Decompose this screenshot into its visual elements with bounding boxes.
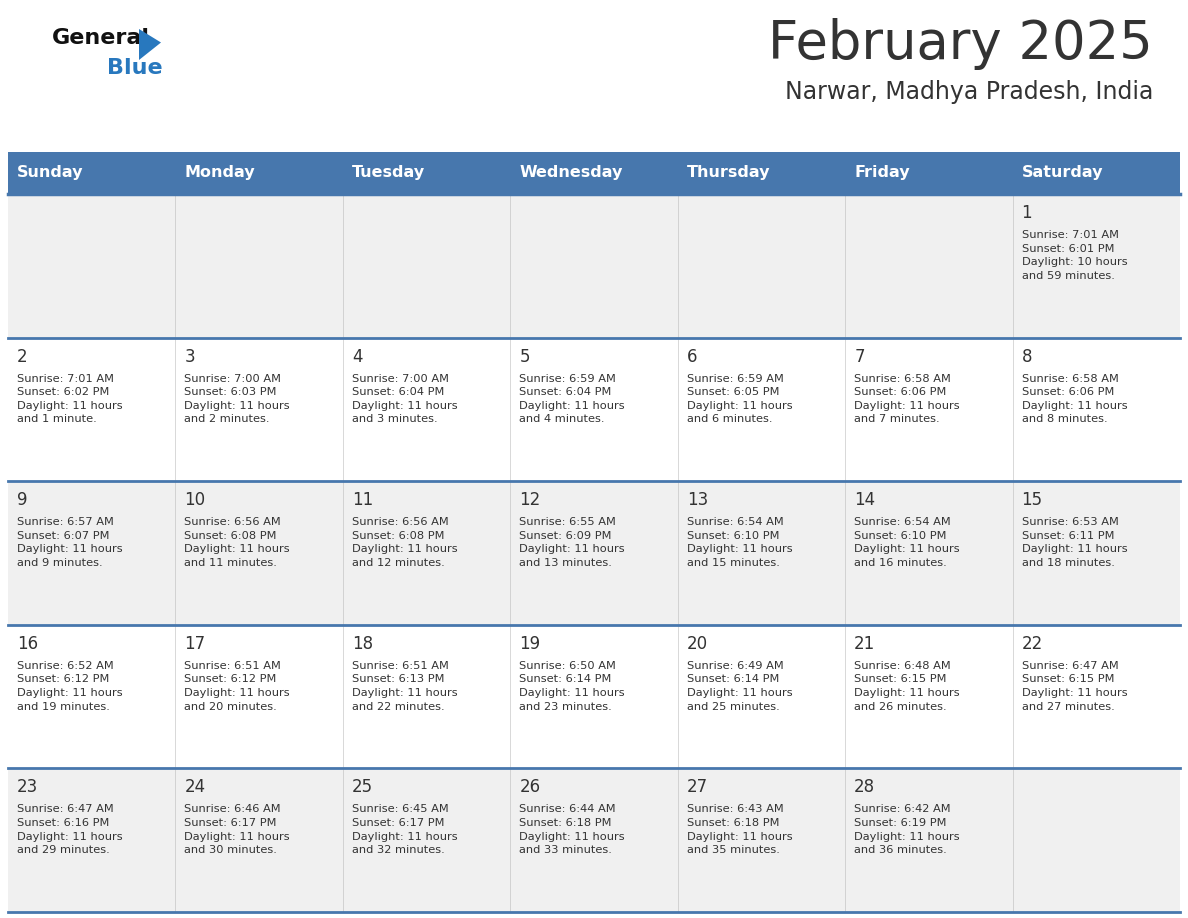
Text: 7: 7 — [854, 348, 865, 365]
Polygon shape — [139, 29, 162, 60]
Bar — [8, 625, 1180, 768]
Text: 18: 18 — [352, 635, 373, 653]
Text: 9: 9 — [17, 491, 27, 509]
Bar — [176, 152, 343, 194]
Text: Monday: Monday — [184, 165, 255, 181]
Text: Tuesday: Tuesday — [352, 165, 425, 181]
Text: General: General — [52, 28, 150, 48]
Text: Sunrise: 6:56 AM
Sunset: 6:08 PM
Daylight: 11 hours
and 12 minutes.: Sunrise: 6:56 AM Sunset: 6:08 PM Dayligh… — [352, 517, 457, 568]
Text: 2: 2 — [17, 348, 27, 365]
Text: Blue: Blue — [107, 58, 163, 78]
Text: Sunrise: 6:59 AM
Sunset: 6:04 PM
Daylight: 11 hours
and 4 minutes.: Sunrise: 6:59 AM Sunset: 6:04 PM Dayligh… — [519, 374, 625, 424]
Text: 6: 6 — [687, 348, 697, 365]
Text: 28: 28 — [854, 778, 876, 797]
Text: 8: 8 — [1022, 348, 1032, 365]
Text: Sunrise: 6:58 AM
Sunset: 6:06 PM
Daylight: 11 hours
and 8 minutes.: Sunrise: 6:58 AM Sunset: 6:06 PM Dayligh… — [1022, 374, 1127, 424]
Text: 26: 26 — [519, 778, 541, 797]
Bar — [677, 152, 845, 194]
Text: Sunrise: 6:52 AM
Sunset: 6:12 PM
Daylight: 11 hours
and 19 minutes.: Sunrise: 6:52 AM Sunset: 6:12 PM Dayligh… — [17, 661, 122, 711]
Bar — [8, 338, 1180, 481]
Text: Sunrise: 6:46 AM
Sunset: 6:17 PM
Daylight: 11 hours
and 30 minutes.: Sunrise: 6:46 AM Sunset: 6:17 PM Dayligh… — [184, 804, 290, 856]
Bar — [8, 194, 1180, 338]
Text: Sunrise: 6:49 AM
Sunset: 6:14 PM
Daylight: 11 hours
and 25 minutes.: Sunrise: 6:49 AM Sunset: 6:14 PM Dayligh… — [687, 661, 792, 711]
Text: Sunrise: 6:53 AM
Sunset: 6:11 PM
Daylight: 11 hours
and 18 minutes.: Sunrise: 6:53 AM Sunset: 6:11 PM Dayligh… — [1022, 517, 1127, 568]
Text: Sunrise: 6:43 AM
Sunset: 6:18 PM
Daylight: 11 hours
and 35 minutes.: Sunrise: 6:43 AM Sunset: 6:18 PM Dayligh… — [687, 804, 792, 856]
Text: 15: 15 — [1022, 491, 1043, 509]
Text: February 2025: February 2025 — [769, 18, 1154, 70]
Text: 24: 24 — [184, 778, 206, 797]
Text: Sunrise: 6:56 AM
Sunset: 6:08 PM
Daylight: 11 hours
and 11 minutes.: Sunrise: 6:56 AM Sunset: 6:08 PM Dayligh… — [184, 517, 290, 568]
Text: Sunrise: 7:01 AM
Sunset: 6:02 PM
Daylight: 11 hours
and 1 minute.: Sunrise: 7:01 AM Sunset: 6:02 PM Dayligh… — [17, 374, 122, 424]
Text: Sunrise: 6:51 AM
Sunset: 6:12 PM
Daylight: 11 hours
and 20 minutes.: Sunrise: 6:51 AM Sunset: 6:12 PM Dayligh… — [184, 661, 290, 711]
Text: 13: 13 — [687, 491, 708, 509]
Text: Sunrise: 6:45 AM
Sunset: 6:17 PM
Daylight: 11 hours
and 32 minutes.: Sunrise: 6:45 AM Sunset: 6:17 PM Dayligh… — [352, 804, 457, 856]
Text: 19: 19 — [519, 635, 541, 653]
Bar — [845, 152, 1012, 194]
Text: Sunrise: 6:58 AM
Sunset: 6:06 PM
Daylight: 11 hours
and 7 minutes.: Sunrise: 6:58 AM Sunset: 6:06 PM Dayligh… — [854, 374, 960, 424]
Bar — [8, 481, 1180, 625]
Text: 1: 1 — [1022, 204, 1032, 222]
Text: Friday: Friday — [854, 165, 910, 181]
Text: Sunrise: 6:55 AM
Sunset: 6:09 PM
Daylight: 11 hours
and 13 minutes.: Sunrise: 6:55 AM Sunset: 6:09 PM Dayligh… — [519, 517, 625, 568]
Text: 20: 20 — [687, 635, 708, 653]
Bar — [8, 152, 176, 194]
Text: Sunrise: 7:00 AM
Sunset: 6:04 PM
Daylight: 11 hours
and 3 minutes.: Sunrise: 7:00 AM Sunset: 6:04 PM Dayligh… — [352, 374, 457, 424]
Text: 16: 16 — [17, 635, 38, 653]
Text: 12: 12 — [519, 491, 541, 509]
Text: 3: 3 — [184, 348, 195, 365]
Text: Sunday: Sunday — [17, 165, 83, 181]
Text: Sunrise: 6:47 AM
Sunset: 6:16 PM
Daylight: 11 hours
and 29 minutes.: Sunrise: 6:47 AM Sunset: 6:16 PM Dayligh… — [17, 804, 122, 856]
Text: Sunrise: 7:00 AM
Sunset: 6:03 PM
Daylight: 11 hours
and 2 minutes.: Sunrise: 7:00 AM Sunset: 6:03 PM Dayligh… — [184, 374, 290, 424]
Text: 14: 14 — [854, 491, 876, 509]
Text: 22: 22 — [1022, 635, 1043, 653]
Text: Wednesday: Wednesday — [519, 165, 623, 181]
Text: Sunrise: 6:47 AM
Sunset: 6:15 PM
Daylight: 11 hours
and 27 minutes.: Sunrise: 6:47 AM Sunset: 6:15 PM Dayligh… — [1022, 661, 1127, 711]
Text: Sunrise: 6:57 AM
Sunset: 6:07 PM
Daylight: 11 hours
and 9 minutes.: Sunrise: 6:57 AM Sunset: 6:07 PM Dayligh… — [17, 517, 122, 568]
Text: Sunrise: 6:51 AM
Sunset: 6:13 PM
Daylight: 11 hours
and 22 minutes.: Sunrise: 6:51 AM Sunset: 6:13 PM Dayligh… — [352, 661, 457, 711]
Text: Sunrise: 6:50 AM
Sunset: 6:14 PM
Daylight: 11 hours
and 23 minutes.: Sunrise: 6:50 AM Sunset: 6:14 PM Dayligh… — [519, 661, 625, 711]
Text: 10: 10 — [184, 491, 206, 509]
Bar — [8, 768, 1180, 912]
Text: 4: 4 — [352, 348, 362, 365]
Bar — [343, 152, 511, 194]
Text: 21: 21 — [854, 635, 876, 653]
Text: Sunrise: 6:59 AM
Sunset: 6:05 PM
Daylight: 11 hours
and 6 minutes.: Sunrise: 6:59 AM Sunset: 6:05 PM Dayligh… — [687, 374, 792, 424]
Text: 5: 5 — [519, 348, 530, 365]
Text: Saturday: Saturday — [1022, 165, 1104, 181]
Text: Sunrise: 6:44 AM
Sunset: 6:18 PM
Daylight: 11 hours
and 33 minutes.: Sunrise: 6:44 AM Sunset: 6:18 PM Dayligh… — [519, 804, 625, 856]
Bar — [511, 152, 677, 194]
Text: Thursday: Thursday — [687, 165, 770, 181]
Text: Sunrise: 6:54 AM
Sunset: 6:10 PM
Daylight: 11 hours
and 15 minutes.: Sunrise: 6:54 AM Sunset: 6:10 PM Dayligh… — [687, 517, 792, 568]
Text: 23: 23 — [17, 778, 38, 797]
Text: 17: 17 — [184, 635, 206, 653]
Text: 11: 11 — [352, 491, 373, 509]
Text: Sunrise: 6:54 AM
Sunset: 6:10 PM
Daylight: 11 hours
and 16 minutes.: Sunrise: 6:54 AM Sunset: 6:10 PM Dayligh… — [854, 517, 960, 568]
Text: Sunrise: 6:48 AM
Sunset: 6:15 PM
Daylight: 11 hours
and 26 minutes.: Sunrise: 6:48 AM Sunset: 6:15 PM Dayligh… — [854, 661, 960, 711]
Text: Sunrise: 7:01 AM
Sunset: 6:01 PM
Daylight: 10 hours
and 59 minutes.: Sunrise: 7:01 AM Sunset: 6:01 PM Dayligh… — [1022, 230, 1127, 281]
Text: Sunrise: 6:42 AM
Sunset: 6:19 PM
Daylight: 11 hours
and 36 minutes.: Sunrise: 6:42 AM Sunset: 6:19 PM Dayligh… — [854, 804, 960, 856]
Bar — [1012, 152, 1180, 194]
Text: 25: 25 — [352, 778, 373, 797]
Text: Narwar, Madhya Pradesh, India: Narwar, Madhya Pradesh, India — [784, 80, 1154, 104]
Text: 27: 27 — [687, 778, 708, 797]
